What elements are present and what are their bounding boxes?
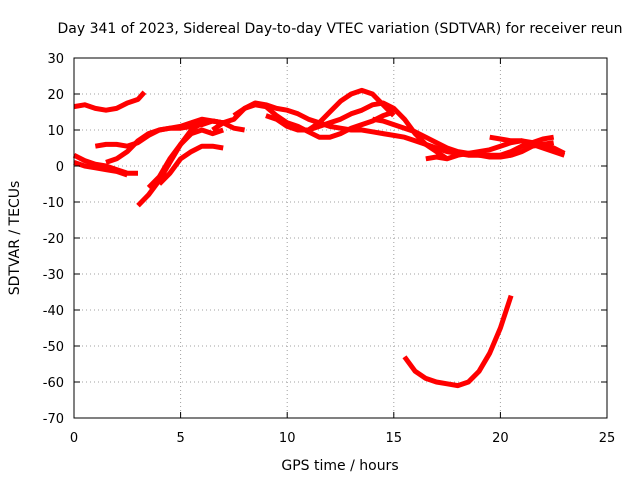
series-arc-12: [307, 100, 449, 161]
series-group: [72, 87, 566, 389]
series-arc-7: [146, 118, 224, 190]
grid: [74, 58, 607, 418]
x-tick-label: 10: [279, 431, 296, 446]
y-tick-label: -10: [43, 196, 64, 211]
series-arc-14: [425, 140, 555, 162]
series-arc-16: [499, 134, 555, 158]
y-axis-label: SDTVAR / TECUs: [7, 181, 23, 296]
series-arc-15: [489, 134, 566, 156]
series-arc-17: [402, 294, 514, 389]
y-tick-label: -30: [43, 268, 64, 283]
series-arc-11: [265, 87, 396, 133]
series-arc-10: [232, 102, 395, 140]
chart-title: Day 341 of 2023, Sidereal Day-to-day VTE…: [57, 21, 622, 37]
y-tick-label: -20: [43, 232, 64, 247]
series-arc-1: [73, 90, 147, 113]
axis-ticks: 0 5 10 15 20 25 30 20 10 0 -10 -20 -30 -40 -50 -60 -70: [43, 52, 616, 446]
x-tick-label: 0: [70, 431, 78, 446]
x-tick-label: 15: [386, 431, 403, 446]
y-tick-label: 10: [47, 124, 64, 139]
x-tick-label: 5: [176, 431, 184, 446]
x-tick-label: 20: [492, 431, 509, 446]
y-tick-label: -50: [43, 340, 64, 355]
x-tick-label: 25: [599, 431, 616, 446]
y-tick-label: -40: [43, 304, 64, 319]
y-tick-label: 20: [47, 88, 64, 103]
y-tick-label: -60: [43, 376, 64, 391]
series-arc-3: [73, 160, 129, 178]
y-tick-label: -70: [43, 412, 64, 427]
y-tick-label: 30: [47, 52, 64, 67]
series-arc-8: [157, 143, 224, 186]
plot-frame: [73, 57, 608, 419]
y-tick-label: 0: [56, 160, 64, 175]
x-axis-label: GPS time / hours: [281, 458, 398, 474]
